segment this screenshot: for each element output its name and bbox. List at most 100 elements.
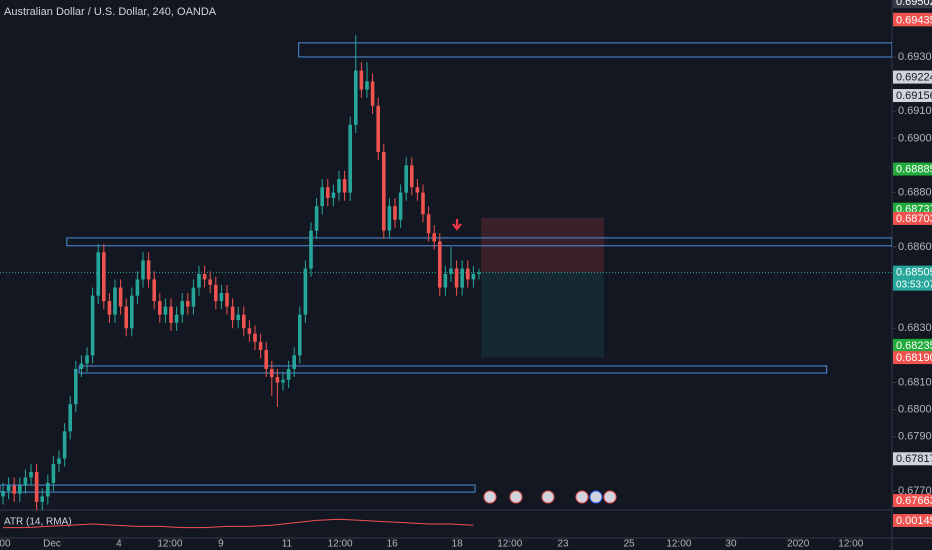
price-badge-label: 0.67663: [896, 495, 932, 507]
candle-body: [214, 284, 218, 302]
candle-body: [230, 306, 235, 321]
x-tick-label: 23: [557, 539, 569, 550]
event-marker[interactable]: [575, 490, 589, 504]
price-badge: [893, 89, 932, 103]
candle-body: [202, 273, 207, 280]
candle-body: [342, 179, 347, 193]
candle-body: [281, 379, 285, 383]
candle-body: [12, 485, 17, 494]
candle-body: [454, 268, 459, 288]
candle-body: [258, 341, 263, 350]
candle-body: [191, 287, 196, 307]
candle-body: [57, 458, 61, 464]
price-badge: [893, 162, 932, 176]
candle-body: [1, 491, 5, 497]
candle-body: [404, 165, 408, 193]
x-tick-label: Dec: [43, 539, 61, 550]
zone: [78, 365, 828, 374]
candle-body: [437, 241, 442, 288]
x-tick-label: 12:00: [497, 539, 522, 550]
candle-body: [426, 214, 431, 234]
candle-body: [409, 165, 414, 188]
x-tick-label: 16: [387, 539, 399, 550]
candle-body: [449, 268, 453, 274]
candle-body: [325, 187, 330, 199]
candle-body: [34, 472, 39, 502]
candle-body: [269, 368, 274, 378]
countdown-label: 03:53:07: [896, 279, 932, 290]
candle-body: [130, 295, 134, 329]
candle-body: [68, 404, 73, 432]
candle-body: [309, 230, 313, 269]
target-area: [481, 272, 604, 358]
x-tick-label: 18: [452, 539, 464, 550]
candle-body: [113, 287, 117, 315]
x-tick-label: 12:00: [666, 539, 691, 550]
x-tick-label: 00: [0, 539, 11, 550]
price-badge-label: 0.68190: [896, 352, 932, 364]
price-badge-label: 0.69224: [896, 71, 932, 83]
event-marker[interactable]: [603, 490, 617, 504]
event-markers[interactable]: [483, 490, 617, 504]
x-tick-label: 4: [116, 539, 122, 550]
candle-body: [23, 477, 28, 486]
price-badge: [893, 452, 932, 466]
candle-body: [124, 306, 129, 329]
candle-body: [247, 328, 252, 334]
candle-body: [180, 301, 185, 315]
event-marker[interactable]: [541, 490, 555, 504]
price-badge-label: 0.68505: [896, 267, 932, 279]
candle-body: [303, 268, 308, 315]
candle-body: [40, 496, 45, 502]
candle-body: [432, 233, 436, 242]
x-tick-label: 12:00: [157, 539, 182, 550]
candle-body: [219, 292, 224, 302]
candle-body: [74, 368, 78, 405]
price-badge-label: 0.68885: [896, 163, 932, 175]
price-badge-label: 0.69502: [896, 0, 932, 8]
indicator-badge-label: 0.00145: [896, 515, 932, 527]
candle-body: [286, 368, 291, 380]
price-badge: [893, 13, 932, 27]
candle-body: [381, 151, 386, 231]
candle-body: [146, 260, 151, 280]
price-badge-label: 0.69156: [896, 90, 932, 102]
candle-body: [275, 377, 280, 383]
candle-body: [174, 314, 179, 323]
candle-body: [320, 187, 324, 207]
price-badge: [893, 211, 932, 225]
candle-body: [337, 179, 341, 193]
candle-body: [376, 105, 380, 152]
candle-body: [102, 252, 106, 302]
candle-body: [96, 252, 101, 296]
candle-body: [387, 206, 392, 231]
price-badge: [893, 0, 932, 9]
candle-body: [471, 273, 476, 280]
candle-body: [297, 314, 302, 356]
candle-body: [264, 349, 269, 369]
candle-body: [465, 268, 470, 280]
candle-body: [6, 485, 11, 492]
indicator-badge: [893, 514, 932, 527]
event-marker[interactable]: [509, 490, 523, 504]
event-marker[interactable]: [589, 490, 603, 504]
candle-body: [415, 187, 420, 193]
price-badge: [893, 494, 932, 508]
candle-body: [292, 355, 296, 369]
event-marker[interactable]: [483, 490, 497, 504]
candle-body: [79, 363, 84, 369]
x-tick-label: 12:00: [838, 539, 863, 550]
x-tick-label: 25: [623, 539, 635, 550]
plot-area: [0, 35, 892, 510]
candle-body: [225, 292, 229, 307]
x-tick-label: 2020: [787, 539, 810, 550]
x-tick-label: 12:00: [328, 539, 353, 550]
candle-body: [460, 268, 464, 288]
